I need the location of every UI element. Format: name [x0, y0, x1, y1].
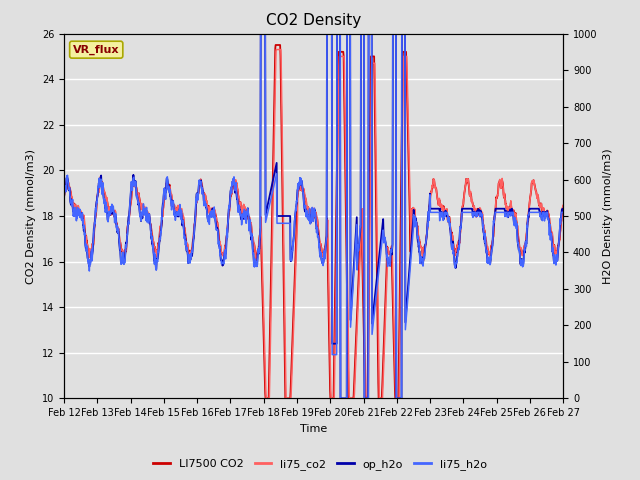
Text: VR_flux: VR_flux	[73, 45, 120, 55]
Legend: LI7500 CO2, li75_co2, op_h2o, li75_h2o: LI7500 CO2, li75_co2, op_h2o, li75_h2o	[148, 455, 492, 474]
Y-axis label: H2O Density (mmol/m3): H2O Density (mmol/m3)	[603, 148, 613, 284]
Y-axis label: CO2 Density (mmol/m3): CO2 Density (mmol/m3)	[26, 148, 36, 284]
Title: CO2 Density: CO2 Density	[266, 13, 361, 28]
X-axis label: Time: Time	[300, 424, 327, 433]
